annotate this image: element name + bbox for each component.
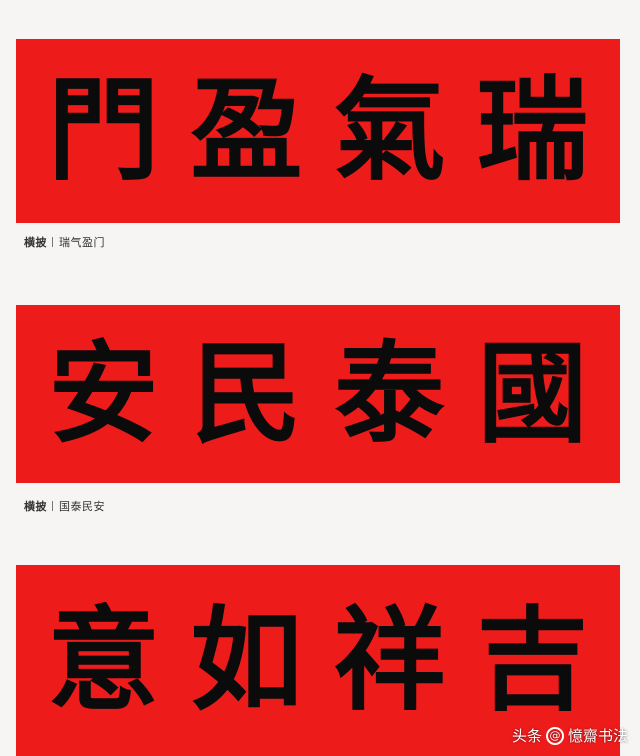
caption-divider	[52, 501, 53, 511]
couplet-banner-1: 門 盈 氣 瑞	[16, 39, 620, 223]
calligraphy-character: 安	[48, 329, 159, 458]
calligraphy-character: 祥	[333, 594, 446, 726]
banner-caption-1: 横披 瑞气盈门	[24, 234, 105, 250]
watermark: 头条 @ 憶齋书法	[512, 725, 628, 746]
calligraphy-character: 瑞	[476, 65, 589, 196]
caption-text: 国泰民安	[59, 500, 105, 513]
at-icon: @	[545, 726, 564, 745]
couplet-banner-3: 意 如 祥 吉	[16, 565, 620, 756]
calligraphy-character: 如	[190, 594, 303, 726]
calligraphy-character: 國	[477, 329, 588, 458]
caption-label: 横披	[24, 236, 47, 249]
couplet-banner-2: 安 民 泰 國	[16, 305, 620, 483]
watermark-author: 憶齋书法	[567, 727, 628, 745]
calligraphy-character: 門	[47, 65, 160, 196]
calligraphy-character: 吉	[476, 594, 589, 726]
calligraphy-character: 氣	[333, 65, 446, 196]
calligraphy-character: 意	[47, 594, 160, 726]
caption-label: 横披	[24, 500, 47, 513]
caption-divider	[52, 237, 53, 247]
calligraphy-character: 泰	[334, 329, 445, 458]
calligraphy-character: 盈	[190, 65, 303, 196]
banner-caption-2: 横披 国泰民安	[24, 498, 105, 514]
caption-text: 瑞气盈门	[59, 236, 105, 249]
calligraphy-character: 民	[191, 329, 302, 458]
watermark-platform: 头条	[511, 727, 542, 745]
